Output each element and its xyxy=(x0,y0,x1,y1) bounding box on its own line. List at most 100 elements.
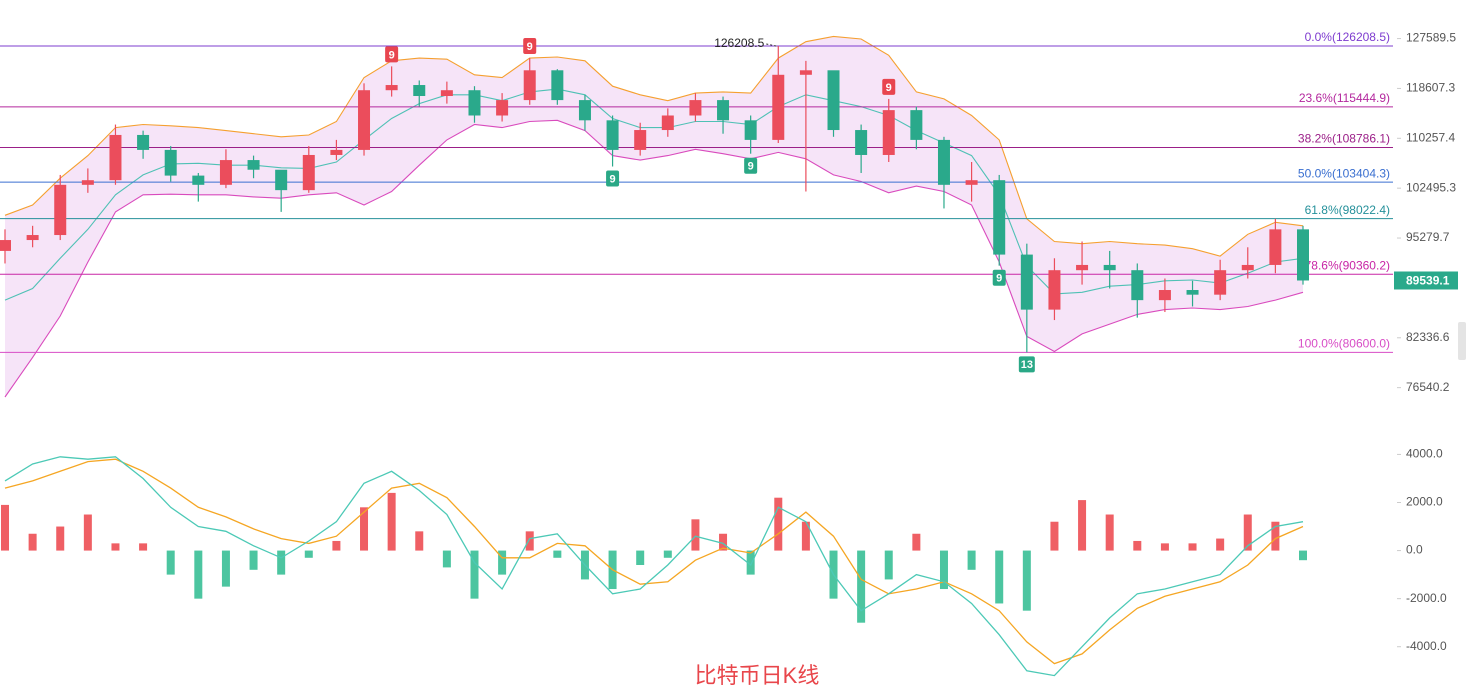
candle-body xyxy=(1048,270,1061,310)
td-marker xyxy=(606,170,620,187)
macd-bar xyxy=(498,550,507,575)
candle-body xyxy=(578,100,591,121)
candle-body xyxy=(1131,270,1144,301)
macd-bar xyxy=(470,550,479,599)
macd-bar xyxy=(221,550,230,587)
td-marker xyxy=(992,269,1006,286)
y-tick-label: -2000.0 xyxy=(1406,591,1447,605)
macd-bar xyxy=(774,497,783,551)
fib-label: 0.0%(126208.5) xyxy=(1305,30,1390,44)
macd-bar xyxy=(1160,543,1169,551)
macd-bar xyxy=(304,550,313,558)
macd-bar xyxy=(1299,550,1307,561)
candle-body xyxy=(496,100,509,116)
y-tick-label: 110257.4 xyxy=(1406,130,1455,144)
price-tag-label: 89539.1 xyxy=(1406,274,1450,288)
macd-bar xyxy=(111,543,120,551)
candle-body xyxy=(0,240,11,251)
macd-bar xyxy=(277,550,286,575)
td-marker xyxy=(744,157,758,174)
candle-body xyxy=(302,154,315,191)
td-label: 9 xyxy=(610,173,616,185)
macd-bar xyxy=(691,519,700,551)
candle-body xyxy=(247,160,260,170)
y-tick-label: 2000.0 xyxy=(1406,495,1443,509)
high-pointer xyxy=(766,43,777,47)
y-tick-label: -4000.0 xyxy=(1406,639,1447,653)
candle-body xyxy=(606,120,619,150)
candle-body xyxy=(385,85,398,91)
fib-label: 23.6%(115444.9) xyxy=(1299,91,1390,105)
candle-body xyxy=(910,110,923,140)
candle-body xyxy=(440,90,453,97)
candle-body xyxy=(882,110,895,155)
candle-body xyxy=(219,160,232,185)
td-marker xyxy=(523,38,537,55)
macd-bar xyxy=(1050,521,1059,551)
macd-bar xyxy=(1,504,9,551)
macd-bar xyxy=(28,533,37,551)
candle-body xyxy=(413,85,426,97)
macd-bar xyxy=(1271,521,1280,551)
candle-body xyxy=(717,100,730,121)
macd-bar xyxy=(636,550,645,565)
candle-body xyxy=(965,180,978,185)
macd-bar xyxy=(139,543,148,551)
y-tick-label: 4000.0 xyxy=(1406,447,1443,461)
macd-bar xyxy=(83,514,92,551)
candle-body xyxy=(81,180,94,185)
macd-bar xyxy=(1078,500,1087,551)
macd-bar xyxy=(857,550,866,623)
y-tick-label: 118607.3 xyxy=(1406,81,1455,95)
td-label: 9 xyxy=(996,273,1002,285)
candle-body xyxy=(855,130,868,155)
candle-body xyxy=(26,235,39,241)
y-tick-label: 82336.6 xyxy=(1406,330,1450,344)
macd-bar xyxy=(967,550,976,570)
macd-bar xyxy=(1188,543,1197,551)
fib-label: 100.0%(80600.0) xyxy=(1298,337,1390,351)
td-label: 9 xyxy=(748,161,754,173)
candle-body xyxy=(137,134,150,150)
td-marker xyxy=(385,46,399,63)
td-label: 9 xyxy=(886,82,892,94)
macd-bar xyxy=(249,550,258,570)
bollinger-upper xyxy=(4,35,1304,257)
high-label: 126208.5 xyxy=(714,36,764,50)
fib-label: 61.8%(98022.4) xyxy=(1305,203,1390,217)
candle-body xyxy=(1103,264,1116,271)
candle-body xyxy=(744,120,757,140)
candle-body xyxy=(799,70,812,75)
macd-dif xyxy=(4,456,1304,677)
candle-body xyxy=(1269,229,1282,265)
candle-body xyxy=(468,90,481,116)
macd-bar xyxy=(442,550,451,568)
candle-body xyxy=(192,175,205,185)
td-label: 13 xyxy=(1021,359,1033,371)
side-handle[interactable] xyxy=(1458,322,1466,360)
td-marker xyxy=(882,78,896,95)
candle-body xyxy=(358,90,371,150)
candle-body xyxy=(54,184,67,236)
candle-body xyxy=(937,139,950,185)
macd-bar xyxy=(553,550,562,558)
macd-bar xyxy=(194,550,203,599)
macd-bar xyxy=(719,533,728,551)
fib-label: 38.2%(108786.1) xyxy=(1298,132,1390,146)
candle-body xyxy=(634,130,647,150)
macd-bar xyxy=(525,531,534,551)
candle-body xyxy=(330,149,343,155)
candle-body xyxy=(1297,229,1309,281)
candle-body xyxy=(1186,290,1199,295)
macd-bar xyxy=(166,550,175,575)
candle-body xyxy=(772,74,785,140)
candle-body xyxy=(275,169,288,191)
macd-bar xyxy=(360,507,369,551)
macd-bar xyxy=(1216,538,1225,551)
y-tick-label: 95279.7 xyxy=(1406,230,1450,244)
macd-bar xyxy=(56,526,65,551)
macd-bar xyxy=(884,550,893,580)
candle-body xyxy=(1076,264,1089,271)
